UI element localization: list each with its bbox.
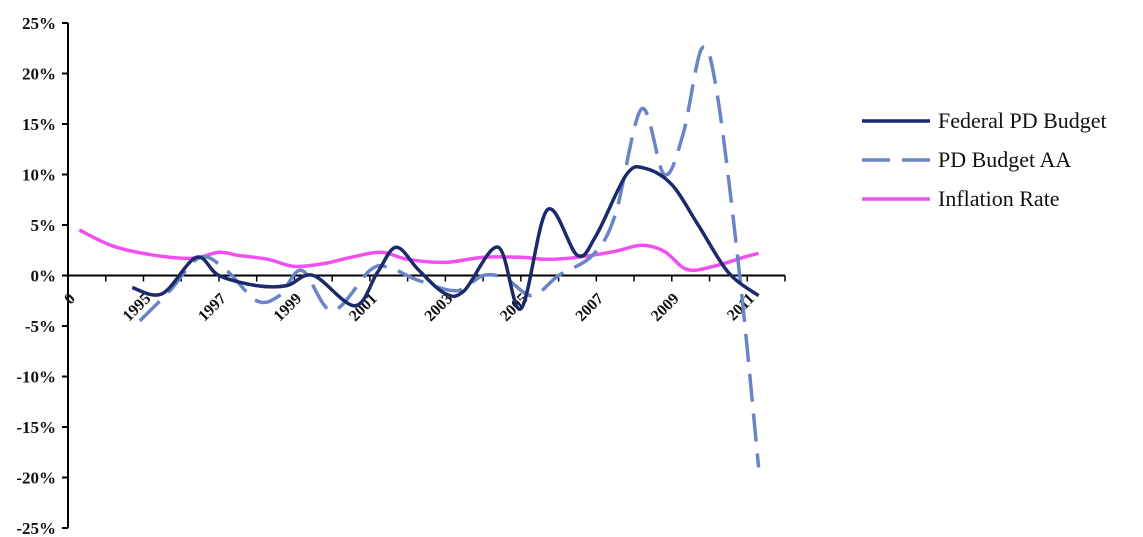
- y-tick-label: -5%: [25, 317, 56, 336]
- y-tick-label: -25%: [16, 519, 56, 537]
- x-tick-label: 2007: [572, 290, 607, 325]
- x-tick-label: 1999: [271, 290, 306, 325]
- y-tick-label: -20%: [16, 469, 56, 488]
- series-line-pd-budget-aa: [138, 44, 761, 468]
- axes: 25%20%15%10%5%0%-5%-10%-15%-20%-25%0 1995…: [16, 14, 786, 537]
- y-tick-label: 25%: [22, 14, 56, 33]
- y-tick-label: 15%: [22, 115, 56, 134]
- y-tick-label: 20%: [22, 65, 56, 84]
- series-layer: [78, 44, 761, 468]
- legend-label-inflation-rate: Inflation Rate: [938, 186, 1060, 211]
- x-tick-label: 2009: [648, 290, 683, 325]
- legend-label-federal-pd-budget: Federal PD Budget: [938, 108, 1107, 133]
- series-line-inflation-rate: [78, 228, 760, 273]
- x-origin-label: 0: [61, 290, 79, 308]
- legend: Federal PD Budget PD Budget AA Inflation R…: [862, 108, 1107, 211]
- y-tick-label: -15%: [16, 418, 56, 437]
- y-tick-label: 5%: [31, 216, 57, 235]
- y-tick-label: 0%: [31, 267, 57, 286]
- x-tick-label: 1997: [195, 290, 230, 325]
- series-line-federal-pd-budget: [131, 164, 760, 311]
- y-tick-label: -10%: [16, 368, 56, 387]
- y-tick-label: 10%: [22, 166, 56, 185]
- legend-label-pd-budget-aa: PD Budget AA: [938, 147, 1071, 172]
